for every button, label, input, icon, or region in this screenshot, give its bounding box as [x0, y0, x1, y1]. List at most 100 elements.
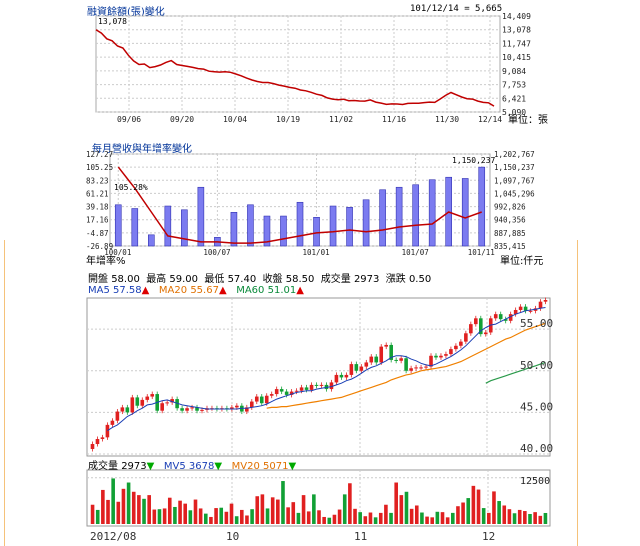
- candle-body: [523, 306, 528, 311]
- candle-body: [90, 444, 95, 450]
- margin-y-tick: 7,753: [502, 81, 526, 90]
- price-grid: [87, 298, 550, 456]
- candle-body: [254, 396, 259, 402]
- volume-bars: [90, 478, 548, 524]
- volume-bar: [373, 517, 378, 524]
- volume-bar: [312, 494, 316, 524]
- price-y-ticks: 55.00 50.00 45.00 40.00: [520, 317, 553, 455]
- volume-bar: [142, 498, 146, 524]
- candle-body: [299, 387, 304, 391]
- change-value: 0.50: [408, 274, 432, 285]
- price-y-tick: 55.00: [520, 317, 553, 330]
- revenue-left-tick: 61.21: [86, 189, 109, 198]
- vol-down-icon: ▼: [146, 461, 155, 472]
- revenue-chart: 105.28% 1,150,237 127.27 105.25 83.23 61.21…: [86, 150, 535, 257]
- candle-body: [319, 384, 324, 386]
- revenue-right-tick: 992,826: [494, 203, 526, 212]
- candle-body: [483, 332, 488, 335]
- price-y-tick: 50.00: [520, 359, 553, 372]
- volume-bar: [234, 516, 239, 524]
- volume-bar: [111, 478, 115, 524]
- candle-body: [165, 402, 169, 404]
- volume-bar: [322, 516, 326, 524]
- volume-bar: [353, 508, 357, 524]
- volume-bar: [435, 511, 440, 524]
- volume-bar: [301, 495, 306, 524]
- candle-body: [105, 424, 110, 438]
- volume-bar: [533, 512, 537, 524]
- candle-body: [95, 439, 100, 445]
- volume-info-bar: 成交量 2973▼ MV5 3678▼ MV20 5071▼: [88, 457, 296, 472]
- margin-y-tick: 6,421: [502, 94, 526, 103]
- revenue-bar: [263, 215, 271, 247]
- candle-body: [344, 374, 349, 378]
- revenue-right-tick: 835,415: [494, 242, 526, 251]
- revenue-left-tick: -4.87: [86, 229, 109, 238]
- revenue-bar: [461, 178, 469, 247]
- frame-left-line: [4, 240, 5, 546]
- volume-x-tick: 2012/08: [90, 530, 136, 543]
- mv20-label: MV20: [231, 461, 260, 472]
- margin-chart-title: 融資餘額(張)變化: [87, 7, 165, 18]
- revenue-bar: [114, 204, 122, 247]
- revenue-bar: [280, 215, 287, 247]
- volume-bar: [173, 506, 177, 524]
- volume-bar: [420, 512, 424, 524]
- volume-bar: [147, 495, 151, 524]
- margin-y-tick: 10,415: [502, 53, 531, 62]
- margin-x-tick: 11/02: [329, 115, 353, 124]
- volume-bar: [502, 505, 507, 524]
- margin-y-ticks: 14,409 13,078 11,747 10,415 9,084 7,753 6,421 5…: [502, 12, 531, 117]
- revenue-bar: [197, 186, 205, 247]
- candle-body: [145, 396, 150, 400]
- volume-grid: [87, 470, 550, 526]
- volume-bar: [152, 509, 157, 524]
- revenue-x-tick: 101/11: [468, 248, 495, 257]
- margin-y-tick: 13,078: [502, 26, 531, 35]
- revenue-right-tick: 1,202,767: [494, 150, 535, 159]
- volume-bar: [137, 495, 141, 524]
- volume-bar: [497, 501, 501, 524]
- candle-body: [190, 407, 194, 409]
- revenue-bar: [164, 205, 172, 247]
- candle-body: [195, 407, 199, 411]
- close-value: 58.50: [285, 274, 315, 285]
- revenue-bar: [478, 166, 486, 247]
- volume-bar: [126, 482, 131, 524]
- margin-x-ticks: 09/06 09/20 10/04 10/19 11/02 11/16 11/30 12/14: [117, 115, 502, 124]
- volume-bar: [471, 485, 476, 524]
- margin-date-label: 101/12/14: [410, 4, 459, 14]
- volume-bar: [332, 514, 337, 524]
- candle-body: [294, 390, 299, 392]
- change-label: 漲跌: [385, 274, 406, 285]
- volume-bar: [507, 509, 512, 524]
- candle-body: [120, 407, 125, 412]
- volume-bar: [270, 497, 275, 524]
- margin-x-tick: 11/30: [435, 115, 459, 124]
- volume-bar: [203, 513, 208, 524]
- revenue-bar: [296, 201, 304, 247]
- volume-bar: [183, 503, 188, 524]
- revenue-left-tick: 127.27: [86, 150, 113, 159]
- volume-bar: [337, 509, 342, 524]
- stock-info-bar: 開盤 58.00 最高 59.00 最低 57.40 收盤 58.50 成交量 …: [88, 270, 431, 285]
- volume-bar: [167, 497, 172, 524]
- candle-body: [230, 407, 234, 410]
- volume-bar: [363, 516, 368, 524]
- volume-x-tick: 11: [354, 530, 367, 543]
- volume-x-ticks: 2012/08 10 11 12: [90, 530, 495, 543]
- ma60-value: 51.01: [267, 285, 297, 296]
- volume-bar: [409, 508, 414, 524]
- volume-bar: [517, 509, 522, 524]
- revenue-x-ticks: 100/01 100/07 101/01 101/07 101/11: [104, 248, 495, 257]
- price-y-tick: 40.00: [520, 442, 553, 455]
- volume-bar: [425, 516, 429, 524]
- volume-bar: [131, 491, 136, 524]
- volume-bar: [214, 508, 218, 524]
- volume-x-tick: 12: [482, 530, 495, 543]
- ma5-value: 57.58: [113, 285, 142, 296]
- margin-y-tick: 9,084: [502, 67, 526, 76]
- volume-bar: [378, 512, 383, 524]
- revenue-bar: [313, 217, 320, 247]
- volume-bar: [209, 516, 213, 524]
